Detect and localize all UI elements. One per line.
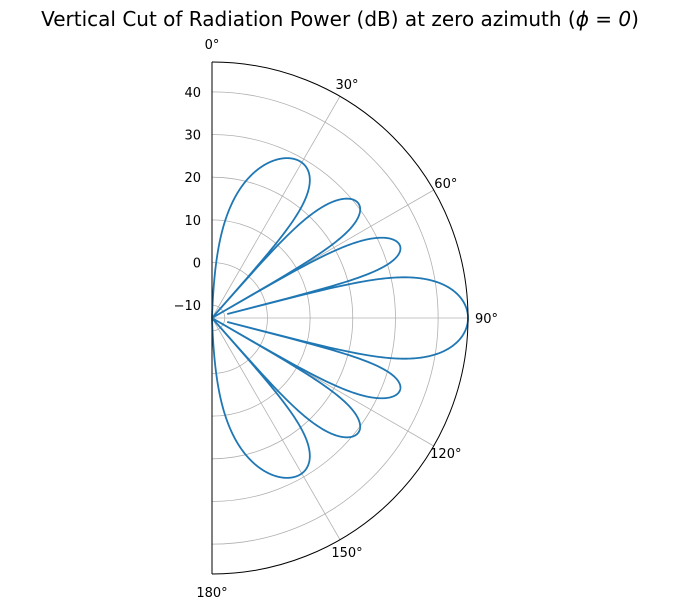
theta-gridline bbox=[211, 317, 341, 540]
theta-tick-label: 60° bbox=[434, 177, 457, 192]
theta-tick-label: 120° bbox=[430, 447, 461, 462]
theta-tick-label: 90° bbox=[475, 312, 498, 327]
polar-grid bbox=[211, 62, 468, 574]
r-tick-label: 0 bbox=[193, 257, 201, 272]
tick-labels: 0° 30° 60° 90° 120° 150° 180° −10 0 10 20 30 40 bbox=[174, 38, 498, 601]
chart-title: Vertical Cut of Radiation Power (dB) at … bbox=[41, 7, 639, 31]
theta-tick-label: 150° bbox=[331, 546, 362, 561]
theta-tick-label: 30° bbox=[335, 78, 358, 93]
outer-arc bbox=[211, 61, 469, 575]
theta-tick-label: 0° bbox=[205, 38, 220, 53]
r-tick-label: 20 bbox=[184, 171, 201, 186]
chart-title-math: ϕ = 0 bbox=[576, 7, 631, 31]
theta-gridline bbox=[211, 96, 341, 319]
polar-frame bbox=[211, 61, 469, 575]
theta-tick-label: 180° bbox=[196, 586, 227, 601]
r-tick-label: 40 bbox=[184, 86, 201, 101]
r-tick-label: 30 bbox=[184, 129, 201, 144]
r-tick-label: 10 bbox=[184, 214, 201, 229]
r-tick-label: −10 bbox=[174, 299, 201, 314]
